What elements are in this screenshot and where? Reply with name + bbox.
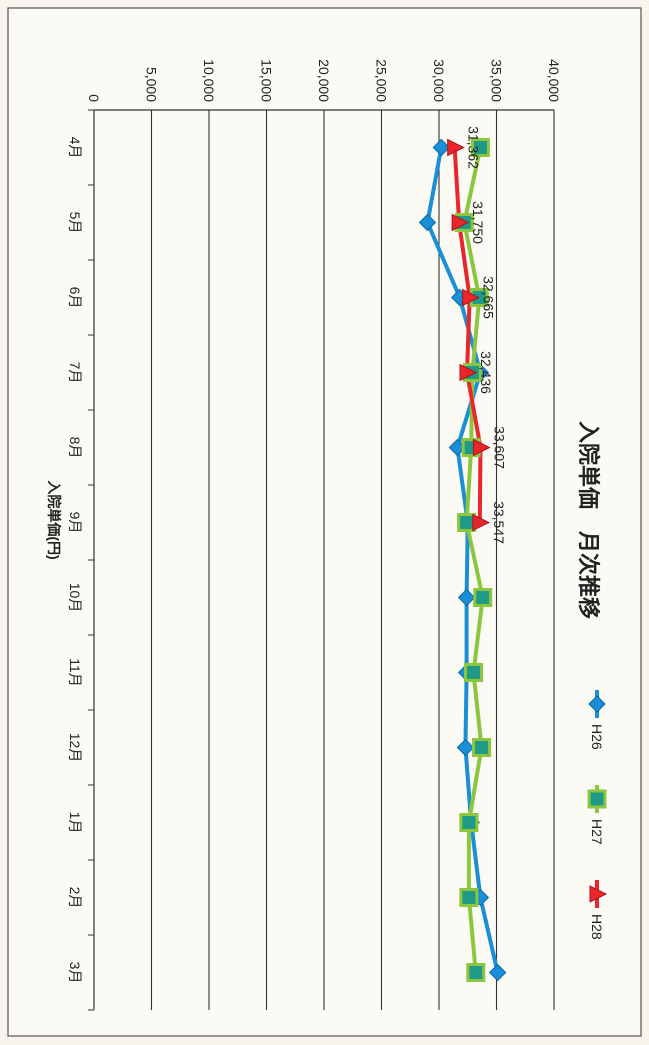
point-h28 (472, 513, 490, 532)
point-h26 (456, 738, 475, 757)
point-h28 (462, 288, 480, 307)
point-h28 (447, 138, 465, 157)
y-tick-label: 10,000 (201, 59, 217, 102)
x-tick-label: 10月 (67, 583, 83, 613)
x-tick-label: 9月 (67, 512, 83, 534)
x-tick-label: 4月 (67, 137, 83, 159)
series-line-h27 (462, 147, 485, 973)
y-tick-label: 20,000 (316, 59, 332, 102)
point-h27 (464, 663, 483, 682)
series-group (425, 147, 500, 973)
x-tick-label: 7月 (67, 362, 83, 384)
legend-label-h27: H27 (589, 819, 605, 845)
markers-group (418, 138, 507, 982)
series-line-h28 (452, 147, 483, 523)
legend-label-h26: H26 (589, 724, 605, 750)
point-h28 (472, 438, 491, 457)
data-label: 32,436 (478, 351, 494, 394)
point-h28 (459, 363, 478, 382)
y-tick-label: 40,000 (546, 59, 562, 102)
y-tick-label: 5,000 (144, 67, 160, 102)
x-tick-label: 11月 (67, 658, 83, 687)
point-h27 (466, 963, 486, 982)
x-tick-label: 8月 (67, 437, 83, 459)
series-line-h26 (425, 147, 500, 973)
y-tick-label: 15,000 (259, 59, 275, 102)
data-labels: 31,362 31,750 32,665 32,436 33,607 33,547 (466, 126, 508, 544)
y-tick-label: 25,000 (374, 59, 390, 102)
point-h26 (457, 588, 476, 607)
legend-marker-h27 (587, 789, 607, 809)
point-h26 (432, 138, 451, 157)
x-tick-label: 2月 (67, 887, 83, 909)
point-h26 (488, 963, 507, 982)
data-label: 33,607 (491, 426, 507, 469)
x-tick-label: 6月 (67, 287, 83, 309)
data-label: 32,665 (481, 276, 497, 319)
gridlines (150, 110, 555, 1010)
axes: 0 5,000 10,000 15,000 20,000 25,000 30,000 35,0… (67, 59, 562, 1011)
x-tick-label: 3月 (67, 962, 83, 984)
point-h28 (451, 213, 470, 232)
point-h27 (459, 813, 479, 832)
point-h27 (457, 513, 477, 532)
legend: H26 H27 H28 (587, 690, 608, 940)
y-axis-label: 入院単価(円) (46, 480, 62, 559)
legend-label-h28: H28 (589, 914, 605, 940)
x-tick-label: 5月 (67, 212, 83, 234)
point-h26 (448, 438, 467, 457)
point-h27 (459, 888, 479, 907)
y-tick-label: 0 (86, 94, 102, 102)
point-h26 (418, 213, 437, 232)
data-label: 31,362 (466, 126, 482, 169)
data-label: 31,750 (470, 201, 486, 244)
x-tick-label: 1月 (67, 812, 83, 834)
legend-marker-h26 (588, 695, 606, 713)
point-h27 (472, 738, 492, 757)
x-tick-label: 12月 (67, 733, 83, 763)
data-label: 33,547 (491, 501, 507, 544)
point-h27 (470, 138, 490, 157)
y-tick-label: 30,000 (431, 59, 447, 102)
y-tick-label: 35,000 (489, 59, 505, 102)
legend-marker-h28 (589, 885, 608, 903)
chart-title: 入院単価 月次推移 (576, 421, 601, 619)
point-h27 (473, 588, 493, 607)
